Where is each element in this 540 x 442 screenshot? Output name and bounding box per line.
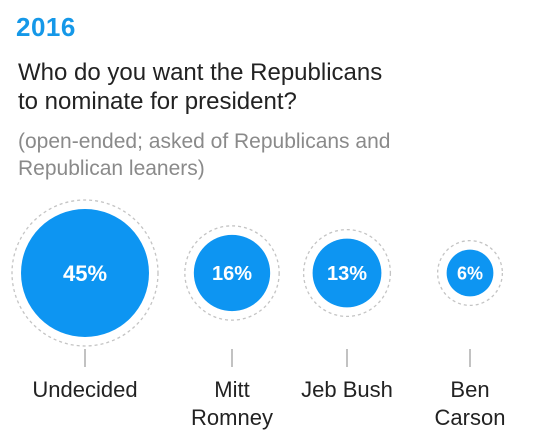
value-label: 45%	[63, 261, 107, 286]
value-label: 13%	[327, 263, 367, 285]
bubble	[21, 209, 149, 337]
year-heading: 2016	[16, 12, 76, 42]
note-line-1: (open-ended; asked of Republicans and	[18, 130, 391, 153]
note-line-2: Republican leaners)	[18, 157, 205, 180]
bubble-ring	[11, 199, 159, 347]
bubble	[312, 238, 382, 308]
bubble-ring	[302, 228, 392, 318]
category-label: Mitt	[214, 377, 249, 402]
bubble-ring	[436, 239, 504, 307]
category-label: Jeb Bush	[301, 377, 393, 402]
category-label: Romney	[191, 405, 273, 430]
bubble	[446, 249, 494, 297]
chart-note: (open-ended; asked of Republicans and Re…	[18, 128, 390, 182]
bubble-ring	[184, 225, 280, 321]
category-label: Ben	[450, 377, 489, 402]
value-label: 16%	[212, 263, 252, 285]
question-line-1: Who do you want the Republicans	[18, 59, 383, 86]
value-label: 6%	[457, 263, 483, 283]
category-label: Undecided	[32, 377, 137, 402]
category-label: Carson	[435, 405, 506, 430]
question-line-2: to nominate for president?	[18, 88, 297, 115]
bubble	[193, 234, 271, 312]
chart-question: Who do you want the Republicans to nomin…	[18, 58, 382, 116]
